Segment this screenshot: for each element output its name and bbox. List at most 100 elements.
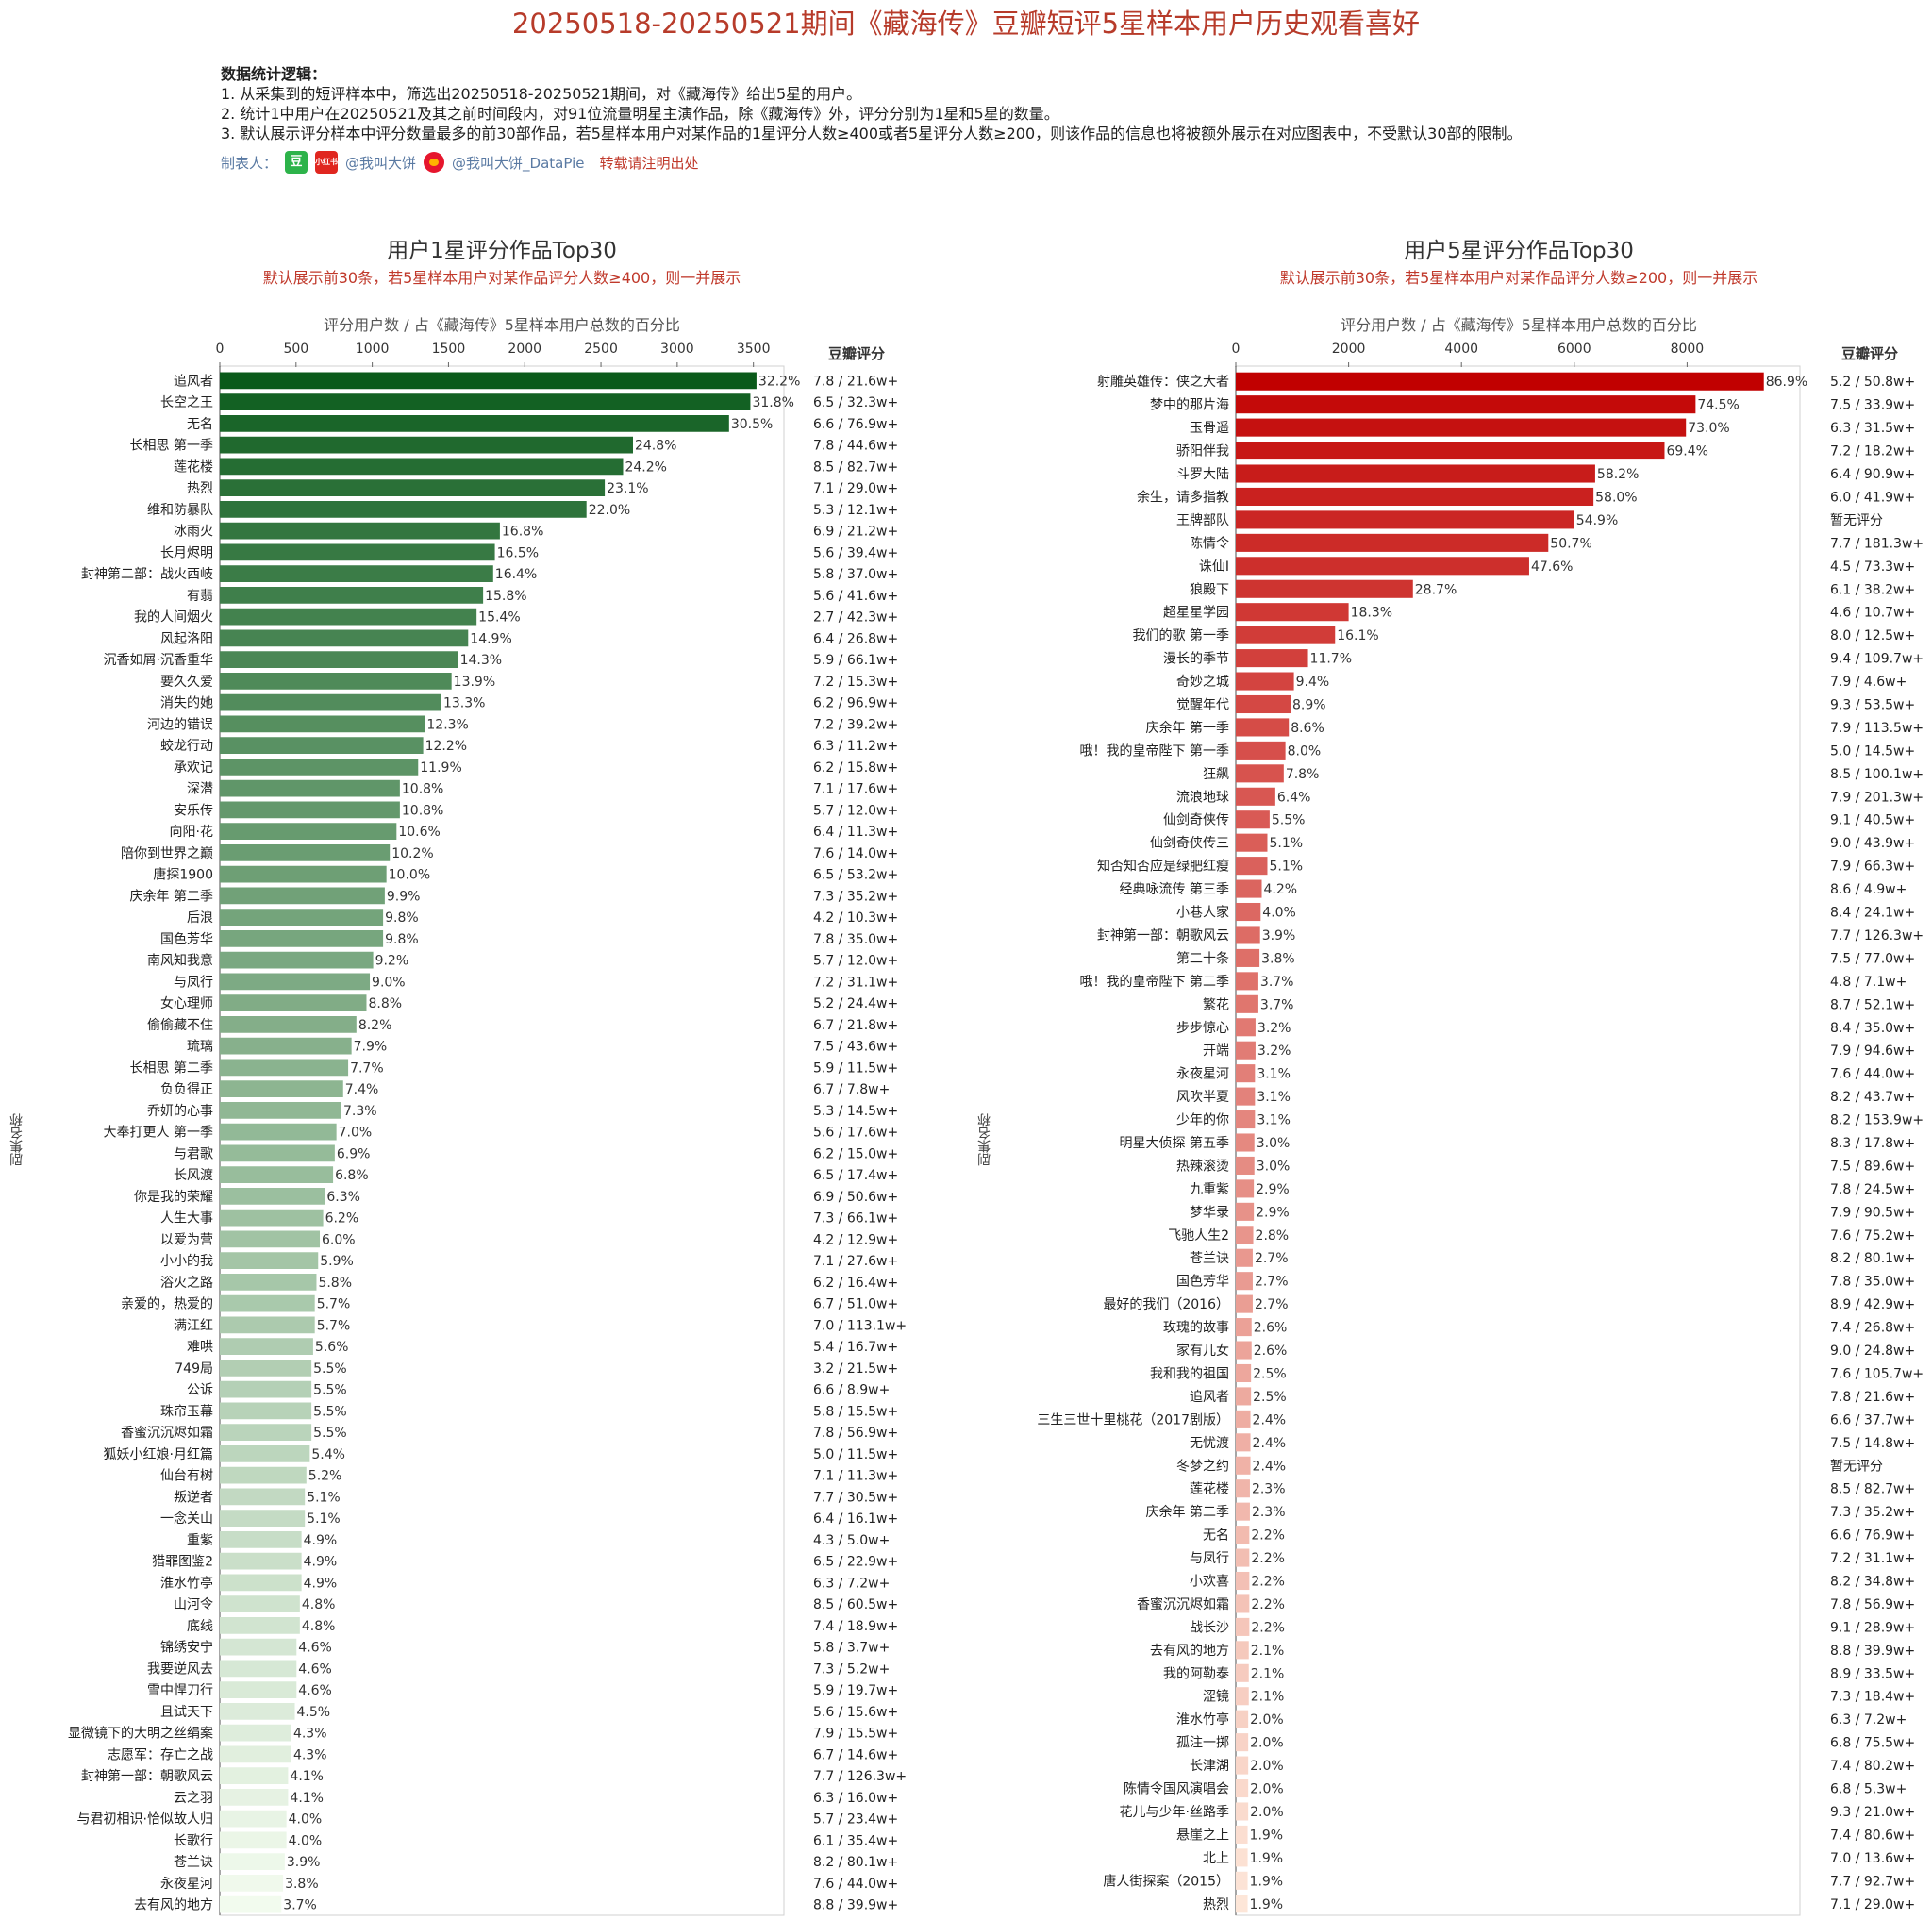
right-bar	[1236, 1087, 1256, 1106]
right-category-label: 仙剑奇侠传三	[1150, 835, 1229, 851]
left-bar	[220, 1166, 334, 1183]
right-bar	[1236, 1318, 1252, 1337]
right-bar	[1236, 1341, 1252, 1360]
right-category-label: 开端	[1203, 1043, 1229, 1059]
left-percent-label: 4.8%	[302, 1597, 336, 1612]
right-category-label: 我们的歌 第一季	[1133, 627, 1229, 643]
left-chart-subtitle: 默认展示前30条，若5星样本用户对某作品评分人数≥400，则一并展示	[262, 269, 741, 287]
right-score-label: 8.7 / 52.1w+	[1830, 997, 1915, 1012]
left-category-label: 陪你到世界之巅	[121, 846, 213, 861]
right-bar	[1236, 1248, 1253, 1267]
left-percent-label: 9.8%	[385, 910, 419, 926]
left-x-tick-label: 3500	[737, 342, 771, 357]
right-percent-label: 2.2%	[1251, 1597, 1285, 1612]
left-percent-label: 4.5%	[297, 1705, 331, 1720]
left-score-label: 8.5 / 60.5w+	[813, 1597, 898, 1612]
left-percent-label: 9.8%	[385, 932, 419, 947]
left-bar	[220, 909, 384, 926]
right-category-label: 梦华录	[1190, 1205, 1229, 1220]
right-category-label: 超星星学园	[1163, 606, 1229, 621]
right-score-label: 7.3 / 18.4w+	[1830, 1690, 1915, 1705]
left-score-label: 6.3 / 16.0w+	[813, 1791, 898, 1806]
left-percent-label: 4.6%	[298, 1683, 332, 1698]
left-bar	[220, 1360, 312, 1377]
right-category-label: 哦！我的皇帝陛下 第二季	[1080, 974, 1229, 990]
right-score-label: 8.4 / 24.1w+	[1830, 906, 1915, 921]
left-bar	[220, 1080, 343, 1097]
left-category-label: 去有风的地方	[134, 1898, 213, 1913]
right-bar	[1236, 1779, 1249, 1798]
right-score-label: 7.2 / 18.2w+	[1830, 444, 1915, 459]
left-score-label: 5.8 / 15.5w+	[813, 1404, 898, 1419]
right-category-label: 冬梦之约	[1176, 1459, 1229, 1474]
left-category-label: 749局	[175, 1361, 213, 1377]
left-category-label: 消失的她	[160, 696, 213, 711]
left-bar	[220, 522, 500, 540]
right-score-label: 8.5 / 82.7w+	[1830, 1482, 1915, 1497]
left-percent-label: 7.9%	[354, 1040, 388, 1055]
right-bar	[1236, 1272, 1253, 1291]
right-percent-label: 3.7%	[1260, 975, 1294, 990]
left-bar	[220, 415, 729, 432]
left-percent-label: 13.3%	[443, 696, 485, 711]
left-bar	[220, 673, 452, 690]
left-percent-label: 5.7%	[317, 1318, 351, 1333]
right-category-label: 三生三世十里桃花（2017剧版）	[1037, 1412, 1229, 1427]
right-percent-label: 2.7%	[1255, 1297, 1289, 1312]
right-chart-subtitle: 默认展示前30条，若5星样本用户对某作品评分人数≥200，则一并展示	[1279, 269, 1758, 287]
left-score-label: 5.6 / 41.6w+	[813, 589, 898, 604]
right-bar	[1236, 1018, 1256, 1037]
left-percent-label: 4.9%	[304, 1555, 338, 1570]
left-category-label: 后浪	[187, 910, 213, 926]
left-category-label: 狐妖小红娘·月红篇	[104, 1447, 213, 1462]
left-category-label: 长空之王	[160, 395, 213, 410]
left-x-tick-label: 1500	[432, 342, 466, 357]
right-score-label: 5.2 / 50.8w+	[1830, 375, 1915, 390]
weibo-logo-icon	[424, 152, 445, 173]
left-percent-label: 7.0%	[339, 1126, 373, 1141]
left-percent-label: 6.9%	[337, 1146, 371, 1161]
left-percent-label: 4.1%	[290, 1791, 324, 1806]
left-category-label: 小小的我	[160, 1254, 213, 1269]
left-x-tick-label: 1000	[356, 342, 390, 357]
left-score-label: 6.2 / 96.9w+	[813, 696, 898, 711]
right-category-label: 战长沙	[1190, 1620, 1229, 1635]
right-percent-label: 3.8%	[1261, 951, 1295, 966]
left-percent-label: 10.6%	[398, 825, 440, 840]
right-category-label: 小欢喜	[1190, 1575, 1229, 1590]
right-percent-label: 2.5%	[1253, 1366, 1287, 1381]
credit-label: 制表人：	[221, 154, 278, 172]
right-bar	[1236, 464, 1595, 483]
right-score-label: 8.2 / 43.7w+	[1830, 1090, 1915, 1105]
right-score-label: 8.2 / 153.9w+	[1830, 1113, 1924, 1128]
right-category-label: 悬崖之上	[1176, 1828, 1229, 1843]
right-bar	[1236, 395, 1696, 414]
left-bar	[220, 1895, 282, 1913]
left-percent-label: 6.0%	[322, 1232, 356, 1247]
right-category-label: 流浪地球	[1176, 790, 1229, 805]
left-percent-label: 4.9%	[304, 1533, 338, 1548]
right-percent-label: 58.0%	[1595, 490, 1637, 505]
left-score-label: 7.3 / 35.2w+	[813, 889, 898, 904]
left-bar	[220, 1188, 325, 1205]
note-item-3: 3. 默认展示评分样本中评分数量最多的前30部作品，若5星样本用户对某作品的1星…	[221, 125, 1523, 142]
right-bar	[1236, 649, 1308, 668]
left-score-label: 6.9 / 21.2w+	[813, 525, 898, 540]
left-score-label: 5.4 / 16.7w+	[813, 1340, 898, 1355]
right-bar	[1236, 972, 1258, 991]
right-bar	[1236, 1617, 1250, 1636]
left-bar	[220, 629, 469, 647]
right-percent-label: 2.2%	[1251, 1620, 1285, 1635]
left-bar	[220, 1767, 289, 1784]
left-percent-label: 24.8%	[635, 439, 676, 454]
left-category-label: 长月烬明	[160, 545, 213, 560]
right-score-label: 7.0 / 13.6w+	[1830, 1851, 1915, 1866]
right-x-tick-label: 8000	[1671, 342, 1705, 357]
left-bar	[220, 737, 424, 754]
left-bar	[220, 1724, 291, 1742]
left-category-label: 与君初相识·恰似故人归	[77, 1811, 213, 1828]
right-score-label: 6.0 / 41.9w+	[1830, 490, 1915, 505]
left-score-label: 6.7 / 21.8w+	[813, 1018, 898, 1033]
left-category-label: 满江红	[174, 1318, 213, 1333]
left-percent-label: 5.1%	[307, 1490, 341, 1505]
